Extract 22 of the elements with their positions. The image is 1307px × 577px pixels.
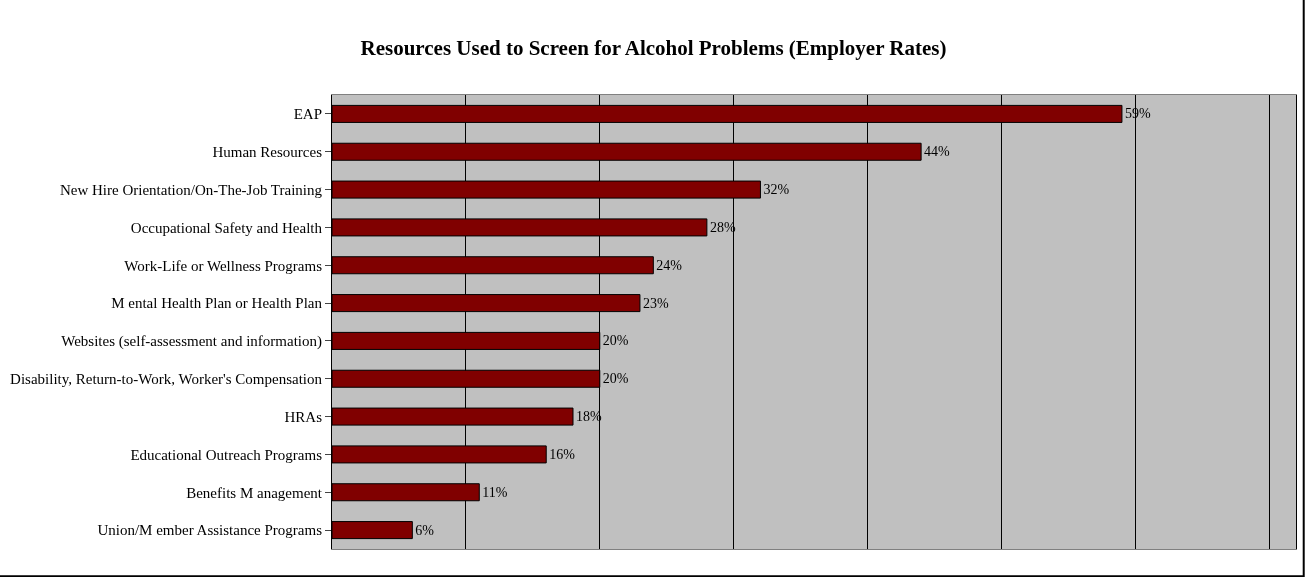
- data-label: 24%: [656, 257, 683, 273]
- data-label: 16%: [549, 446, 576, 462]
- chart-title: Resources Used to Screen for Alcohol Problems (Employer Rates): [360, 36, 947, 61]
- y-tick-label: Disability, Return-to-Work, Worker's Compensation: [10, 371, 323, 387]
- data-label: 44%: [924, 144, 951, 160]
- data-label: 32%: [763, 182, 790, 198]
- y-tick-label: M ental Health Plan or Health Plan: [111, 295, 323, 312]
- data-label: 20%: [602, 333, 629, 349]
- y-tick-label: Occupational Safety and Health: [130, 219, 323, 236]
- y-tick-label: Human Resources: [212, 144, 323, 160]
- y-tick-label: EAP: [293, 106, 322, 123]
- y-tick-label: Educational Outreach Programs: [130, 446, 323, 463]
- y-tick-label: Work-Life or Wellness Programs: [124, 257, 323, 274]
- y-tick-label: Benefits M anagement: [186, 484, 323, 501]
- data-label: 23%: [642, 295, 669, 311]
- y-tick-label: New Hire Orientation/On-The-Job Training: [59, 181, 323, 198]
- y-tick-label: Websites (self-assessment and information): [61, 333, 322, 351]
- y-tick-label: HRAs: [284, 408, 323, 425]
- data-label: 6%: [415, 522, 435, 538]
- y-tick-label: Union/M ember Assistance Programs: [97, 522, 323, 539]
- data-label: 20%: [602, 371, 629, 387]
- data-label: 11%: [482, 484, 508, 500]
